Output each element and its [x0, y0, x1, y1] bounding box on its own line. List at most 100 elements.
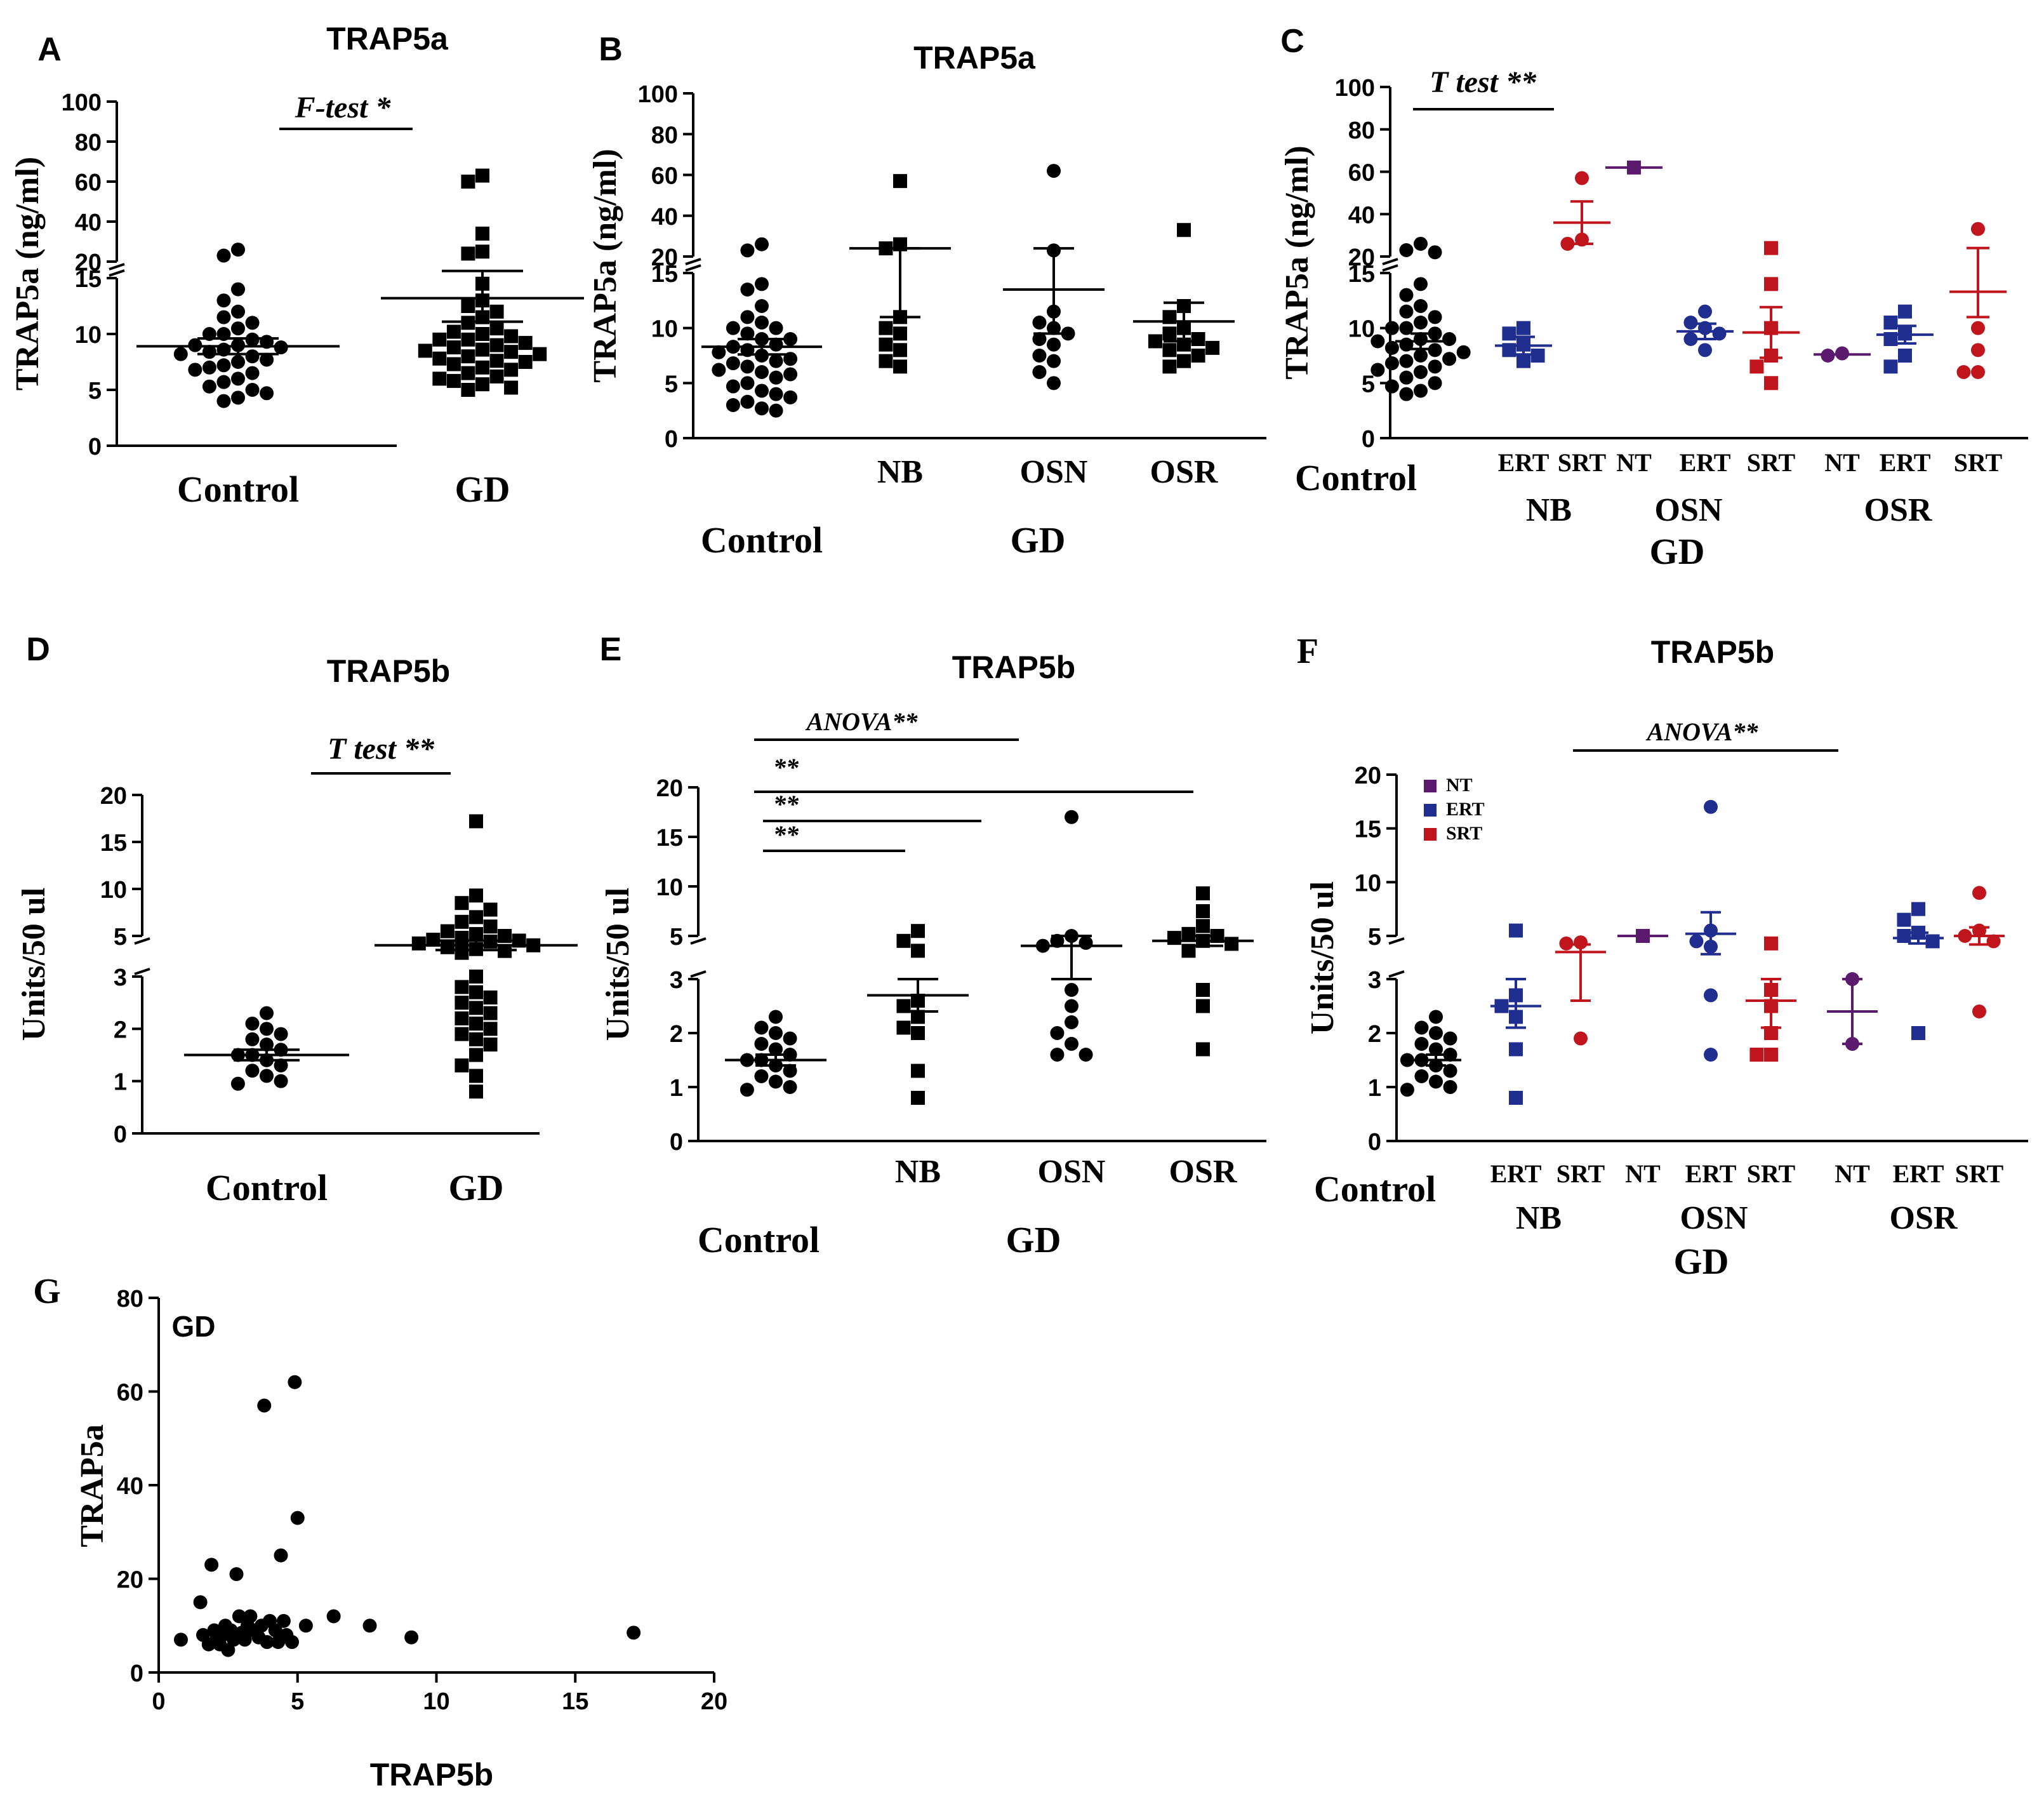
data-point	[1050, 933, 1065, 948]
x-tick-label: 15	[562, 1688, 588, 1715]
x-tick-label: 20	[701, 1688, 727, 1715]
data-point	[755, 384, 769, 398]
data-point	[1443, 1048, 1457, 1062]
data-point	[769, 354, 783, 368]
data-point	[1414, 1069, 1429, 1083]
y-axis-label: TRAP5a (ng/ml)	[10, 157, 46, 390]
data-point	[1764, 376, 1778, 390]
data-point	[475, 360, 489, 375]
data-point	[268, 1623, 282, 1638]
data-point	[1749, 1048, 1764, 1062]
x-subgroup-label: ERT	[1685, 1159, 1737, 1188]
stat-label: T test **	[328, 732, 435, 766]
data-point	[1429, 1026, 1443, 1040]
y-tick-label: 15	[656, 825, 683, 851]
data-point	[1428, 343, 1442, 357]
y-tick-label: 0	[665, 426, 678, 453]
y-tick-label: 80	[117, 1286, 143, 1312]
data-point	[769, 387, 783, 401]
data-point	[1971, 321, 1985, 335]
data-point	[755, 299, 769, 313]
data-point	[1224, 937, 1239, 951]
data-point	[245, 366, 260, 380]
data-point	[1429, 1074, 1443, 1089]
data-point	[754, 1020, 769, 1035]
data-point	[475, 244, 489, 259]
y-tick-label: 0	[114, 1121, 127, 1148]
data-point	[712, 363, 726, 377]
data-point	[1442, 332, 1457, 346]
x-group-label: OSN	[1655, 492, 1723, 528]
data-point	[1196, 1042, 1210, 1057]
y-tick-label: 5	[1368, 924, 1381, 951]
y-tick-label: 40	[1348, 202, 1375, 229]
data-point	[440, 940, 455, 954]
data-point	[879, 337, 893, 352]
y-tick-label: 0	[88, 434, 102, 460]
y-tick-label: 0	[130, 1660, 143, 1687]
data-point	[783, 1064, 797, 1078]
axis-break-mark	[685, 258, 701, 265]
panel-label-A: A	[37, 31, 62, 68]
panel-label-F: F	[1297, 632, 1318, 671]
y-axis-label: Units/50 ul	[600, 888, 636, 1041]
data-point	[1414, 365, 1428, 379]
data-point	[1032, 349, 1047, 363]
data-point	[290, 1511, 305, 1525]
data-point	[260, 1069, 274, 1083]
data-point	[469, 888, 483, 903]
data-point	[231, 282, 245, 297]
data-point	[288, 1375, 302, 1389]
y-tick-label: 0	[670, 1129, 683, 1156]
y-tick-label: 20	[651, 244, 678, 271]
stat-label: F-test *	[295, 91, 392, 124]
data-point	[221, 1643, 236, 1657]
panel-label-B: B	[599, 31, 623, 68]
data-point	[489, 338, 504, 352]
x-group-label: OSN	[1020, 454, 1088, 490]
data-point	[1191, 332, 1205, 346]
data-point	[1414, 1037, 1429, 1051]
x-group-label: NB	[895, 1154, 941, 1190]
data-point	[1181, 944, 1196, 958]
data-point	[1399, 304, 1414, 319]
y-tick-label: 20	[75, 250, 102, 276]
x-group-label: NB	[1516, 1200, 1562, 1236]
axis-break-mark	[685, 264, 701, 272]
data-point	[896, 999, 911, 1013]
y-tick-label: 80	[75, 130, 102, 156]
data-point	[440, 924, 455, 938]
data-point	[627, 1625, 641, 1640]
y-axis-label: Units/50 ul	[16, 888, 52, 1041]
data-point	[1196, 999, 1210, 1013]
legend-label: SRT	[1446, 823, 1482, 844]
data-point	[469, 1085, 483, 1099]
data-point	[1162, 359, 1177, 374]
y-tick-label: 10	[100, 877, 127, 904]
data-point	[298, 1618, 313, 1633]
data-point	[274, 1058, 288, 1072]
data-point	[1032, 332, 1047, 346]
data-point	[232, 1609, 246, 1624]
data-point	[245, 349, 260, 364]
data-point	[461, 366, 475, 380]
data-point	[1047, 164, 1061, 178]
data-point	[475, 342, 489, 357]
data-point	[202, 360, 216, 375]
y-tick-label: 3	[670, 967, 683, 994]
data-point	[455, 914, 469, 929]
data-point	[1429, 1010, 1443, 1024]
data-point	[1956, 365, 1971, 379]
data-point	[1370, 363, 1385, 377]
axis-break-mark	[134, 937, 150, 945]
data-point	[1749, 359, 1764, 374]
x-label-gd: GD	[1006, 1219, 1061, 1260]
data-point	[483, 1038, 498, 1052]
y-tick-label: 20	[117, 1567, 143, 1594]
data-point	[1456, 345, 1471, 359]
data-point	[879, 321, 893, 335]
data-point	[489, 321, 504, 336]
x-label-gd: GD	[1011, 519, 1066, 561]
y-tick-label: 10	[75, 322, 102, 349]
x-label-control: Control	[698, 1219, 820, 1260]
